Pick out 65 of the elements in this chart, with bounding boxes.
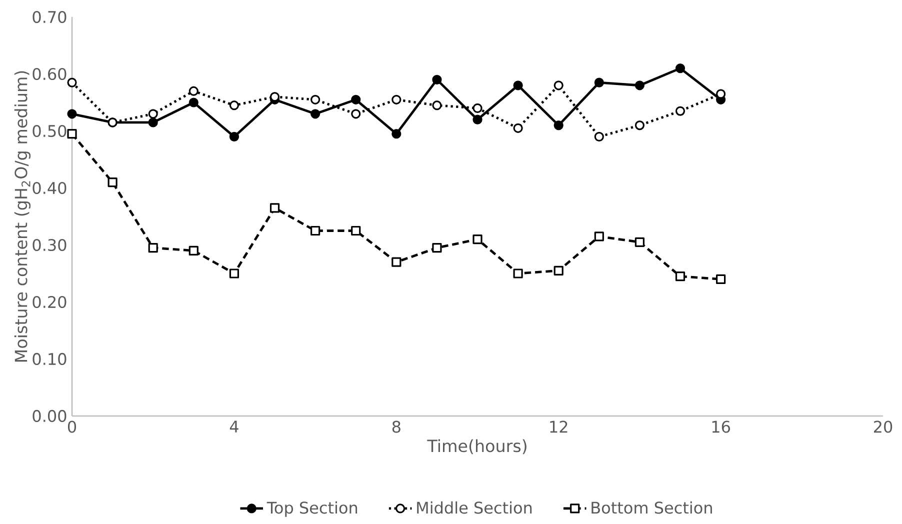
legend-label: Top Section <box>266 501 358 517</box>
point <box>392 257 402 267</box>
point <box>513 268 523 278</box>
point <box>634 237 645 247</box>
point <box>310 226 320 236</box>
point <box>67 109 77 119</box>
x-axis-title: Time(hours) <box>427 439 526 454</box>
x-tick-label: 4 <box>230 420 238 432</box>
point <box>716 274 726 284</box>
point <box>67 129 77 139</box>
point <box>188 86 198 96</box>
point <box>554 80 564 90</box>
point <box>351 226 361 236</box>
y-axis-title: Moisture content (gH$_{2}$O/g medium) <box>14 71 31 362</box>
point <box>148 243 158 253</box>
point <box>229 100 240 110</box>
point <box>351 94 361 104</box>
x-tick-label: 16 <box>712 420 730 433</box>
y-tick-label: 0.20 <box>32 296 66 308</box>
point <box>392 94 402 104</box>
point <box>513 80 523 90</box>
point <box>554 266 564 276</box>
point <box>351 109 361 119</box>
point <box>148 118 158 128</box>
point <box>716 89 726 99</box>
point <box>270 203 280 213</box>
y-tick-label: 0.50 <box>32 124 66 138</box>
point <box>472 114 482 124</box>
point <box>108 177 118 188</box>
point <box>594 132 604 142</box>
point <box>472 234 482 244</box>
x-tick-label: 20 <box>874 420 892 433</box>
x-tick-label: 8 <box>392 420 400 433</box>
y-tick-label: 0.40 <box>32 182 66 194</box>
point <box>675 106 686 116</box>
point <box>675 272 686 282</box>
point <box>594 78 604 88</box>
point <box>432 243 442 253</box>
x-tick-label: 12 <box>550 420 568 433</box>
point <box>392 129 402 139</box>
point <box>554 120 564 130</box>
point <box>188 98 198 108</box>
point <box>310 109 320 119</box>
point <box>67 78 77 88</box>
point <box>594 232 604 242</box>
y-tick-label: 0.60 <box>32 68 66 80</box>
y-tick-label: 0.30 <box>32 238 66 252</box>
point <box>148 109 158 119</box>
legend-label: Middle Section <box>417 501 532 514</box>
point <box>634 120 645 130</box>
point <box>188 246 198 256</box>
point <box>675 64 686 74</box>
x-tick-label: 0 <box>68 420 76 433</box>
legend-label: Bottom Section <box>592 501 712 514</box>
point <box>229 132 240 142</box>
point <box>432 74 442 84</box>
y-tick-label: 0.70 <box>32 10 66 24</box>
point <box>472 103 482 113</box>
y-tick-label: 0.00 <box>32 410 66 422</box>
point <box>229 268 240 278</box>
point <box>634 80 645 90</box>
point <box>432 100 442 110</box>
point <box>513 123 523 133</box>
y-tick-label: 0.10 <box>32 352 66 366</box>
point <box>310 94 320 104</box>
